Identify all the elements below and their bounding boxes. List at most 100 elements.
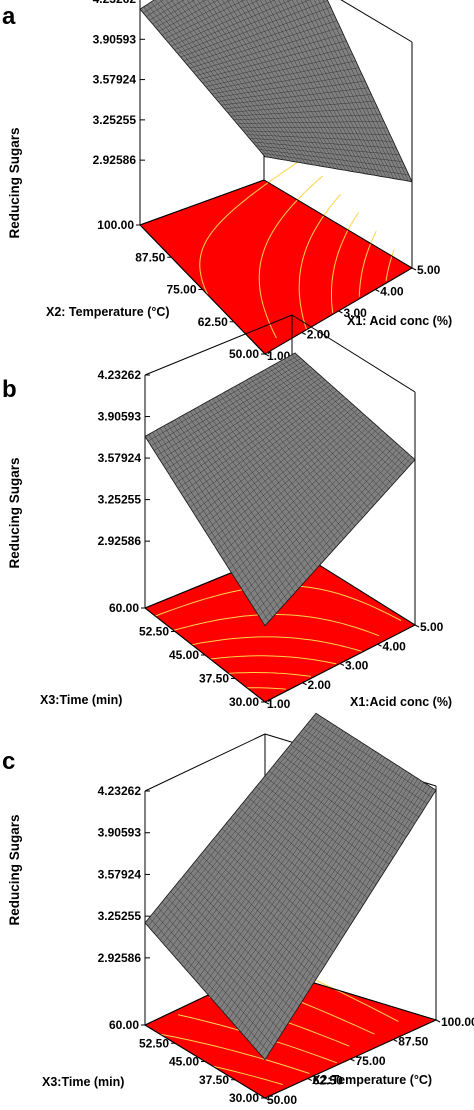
y-axis-label-a: X2: Temperature (°C) bbox=[46, 305, 170, 319]
mesh-line bbox=[189, 20, 338, 69]
y-tick-label: 60.00 bbox=[109, 1018, 139, 1032]
mesh-line bbox=[294, 739, 415, 825]
mesh-line bbox=[198, 747, 371, 985]
mesh-line bbox=[174, 0, 292, 51]
mesh-line bbox=[149, 0, 185, 21]
z-tick-label: 3.57924 bbox=[98, 451, 142, 465]
y-ticks-a: 50.00 62.50 75.00 87.50 100.00 bbox=[97, 218, 265, 361]
y-tick-label: 50.00 bbox=[229, 347, 259, 361]
mesh-line bbox=[268, 770, 390, 865]
mesh-line bbox=[305, 0, 394, 179]
x-tick-mark bbox=[302, 682, 307, 686]
floor-outline bbox=[139, 179, 413, 355]
y-tick-label: 45.00 bbox=[169, 1055, 199, 1069]
mesh-line bbox=[322, 0, 409, 182]
mesh-line bbox=[162, 368, 314, 465]
x-tick-label: 3.00 bbox=[345, 659, 369, 673]
x-tick-mark bbox=[393, 1039, 398, 1042]
mesh-line bbox=[253, 375, 374, 506]
mesh-line bbox=[285, 749, 407, 838]
mesh-line bbox=[164, 0, 245, 39]
mesh-line bbox=[186, 390, 338, 503]
mesh-line bbox=[162, 724, 335, 944]
x-tick-label: 5.00 bbox=[420, 620, 444, 634]
mesh-line bbox=[291, 0, 383, 177]
z-tick-label: 3.25255 bbox=[98, 909, 142, 923]
mesh-line bbox=[296, 0, 387, 178]
mesh-line bbox=[171, 0, 275, 47]
mesh-line bbox=[198, 400, 350, 522]
y-axis-label-c: X3:Time (min) bbox=[42, 1075, 124, 1089]
mesh-line bbox=[231, 388, 352, 531]
y-tick-label: 62.50 bbox=[198, 315, 228, 329]
z-axis-label-a: Reducing Sugars bbox=[7, 127, 22, 238]
floor-plane-a bbox=[139, 156, 413, 355]
mesh-line bbox=[144, 713, 317, 924]
response-surface-b bbox=[144, 352, 416, 627]
z-tick-label: 4.23262 bbox=[93, 0, 137, 6]
mesh-line bbox=[146, 0, 174, 17]
mesh-line bbox=[298, 734, 420, 818]
x-tick-mark bbox=[411, 267, 417, 271]
mesh-line bbox=[144, 352, 296, 437]
mesh-line bbox=[153, 718, 326, 934]
mesh-line bbox=[186, 740, 359, 971]
x-tick-mark bbox=[350, 1058, 355, 1062]
mesh-line bbox=[183, 6, 331, 62]
mesh-line bbox=[234, 812, 355, 919]
mesh-line bbox=[257, 373, 378, 502]
z-tick-label: 3.90593 bbox=[98, 826, 142, 840]
y-tick-label: 30.00 bbox=[229, 1091, 259, 1105]
y-axis-label-b: X3:Time (min) bbox=[40, 693, 122, 707]
mesh-line bbox=[168, 374, 320, 475]
x-tick-label: 5.00 bbox=[417, 263, 441, 277]
y-tick-label: 87.50 bbox=[135, 250, 165, 264]
mesh-line bbox=[300, 0, 391, 178]
x-tick-label: 100.00 bbox=[441, 1015, 474, 1029]
mesh-line bbox=[234, 386, 356, 527]
mesh-line bbox=[264, 369, 386, 494]
mesh-line bbox=[247, 796, 368, 899]
mesh-line bbox=[165, 371, 317, 470]
mesh-line bbox=[201, 403, 353, 527]
mesh-line bbox=[260, 781, 381, 878]
surface-patch bbox=[144, 352, 416, 627]
mesh-line bbox=[171, 730, 344, 954]
x-tick-mark bbox=[264, 353, 270, 357]
y-tick-label: 52.50 bbox=[139, 625, 169, 639]
mesh-line bbox=[147, 355, 299, 442]
x-tick-mark bbox=[264, 701, 270, 705]
x-axis-label-c: X2:Temperature (°C) bbox=[312, 1073, 432, 1087]
y-tick-label: 30.00 bbox=[229, 695, 259, 709]
x-tick-mark bbox=[377, 643, 382, 647]
contour-line bbox=[228, 672, 312, 677]
mesh-line bbox=[277, 760, 398, 851]
mesh-line bbox=[189, 741, 362, 975]
z-tick-label: 3.57924 bbox=[93, 73, 137, 87]
z-tick-label: 3.25255 bbox=[93, 113, 137, 127]
mesh-line bbox=[150, 717, 323, 930]
mesh-line bbox=[290, 744, 411, 831]
mesh-line bbox=[315, 713, 437, 791]
mesh-line bbox=[278, 0, 372, 175]
y-tick-label: 37.50 bbox=[199, 672, 229, 686]
mesh-line bbox=[269, 0, 365, 174]
x-tick-label: 4.00 bbox=[383, 639, 407, 653]
z-ticks-b: 4.23262 3.90593 3.57924 3.25255 2.92586 bbox=[98, 368, 150, 548]
mesh-line bbox=[260, 0, 358, 173]
mesh-line bbox=[255, 0, 354, 172]
mesh-line bbox=[171, 376, 323, 480]
mesh-line bbox=[168, 0, 260, 43]
panel-b: b 4.23262 3.90593 3.57924 3.25255 2.92586 30… bbox=[2, 314, 452, 711]
z-tick-label: 4.23262 bbox=[98, 784, 142, 798]
mesh-line bbox=[180, 736, 353, 965]
contour-line bbox=[210, 655, 337, 665]
x-tick-mark bbox=[435, 1019, 441, 1023]
y-tick-label: 45.00 bbox=[169, 648, 199, 662]
mesh-line bbox=[183, 387, 335, 499]
floor-plane-b bbox=[144, 547, 417, 703]
frame-edge bbox=[291, 314, 416, 393]
z-tick-label: 3.25255 bbox=[98, 493, 142, 507]
contour-line bbox=[385, 249, 395, 281]
mesh-line bbox=[223, 392, 344, 539]
